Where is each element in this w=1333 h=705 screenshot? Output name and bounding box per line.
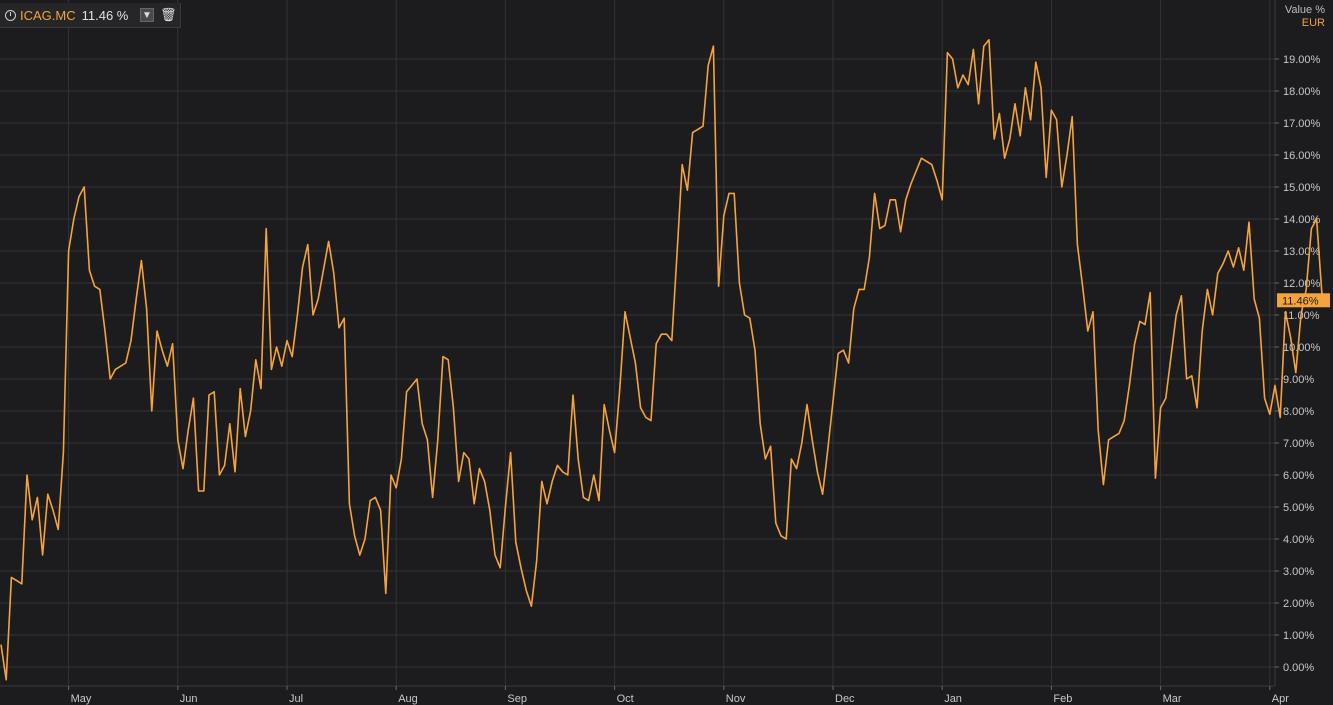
y-tick-label: 4.00% — [1283, 534, 1314, 546]
y-tick-label: 19.00% — [1283, 54, 1321, 66]
y-tick-label: 6.00% — [1283, 470, 1314, 482]
series-legend[interactable]: ICAG.MC 11.46 % ▼ 🗑 — [0, 3, 181, 28]
x-tick-label: Apr — [1272, 693, 1289, 705]
y-tick-label: 18.00% — [1283, 86, 1321, 98]
y-tick-label: 9.00% — [1283, 374, 1314, 386]
x-tick-label: Jul — [289, 693, 303, 705]
y-tick-label: 5.00% — [1283, 502, 1314, 514]
y-tick-label: 8.00% — [1283, 406, 1314, 418]
x-axis: May Jun Jul Aug Sep Oct Nov Dec Jan Feb Mar Apr — [68, 686, 1289, 705]
trash-icon[interactable]: 🗑 — [160, 7, 177, 22]
x-tick-label: Dec — [835, 693, 855, 705]
x-tick-label: Sep — [507, 693, 527, 705]
y-axis-title: Value % — [1284, 4, 1325, 16]
x-tick-label: May — [71, 693, 92, 705]
clock-icon — [5, 9, 16, 21]
y-tick-label: 13.00% — [1283, 246, 1321, 258]
x-tick-label: Oct — [617, 693, 634, 705]
y-tick-label: 2.00% — [1283, 598, 1314, 610]
y-tick-label: 10.00% — [1283, 342, 1321, 354]
x-tick-label: Jun — [180, 693, 198, 705]
y-tick-label: 7.00% — [1283, 438, 1314, 450]
last-value-label: 11.46% — [1277, 293, 1330, 308]
y-tick-label: 16.00% — [1283, 150, 1321, 162]
y-axis-currency: EUR — [1301, 17, 1325, 29]
chart-grid — [0, 0, 1276, 687]
chevron-down-icon[interactable]: ▼ — [140, 8, 154, 22]
y-tick-label: 12.00% — [1283, 278, 1321, 290]
y-tick-label: 1.00% — [1283, 630, 1314, 642]
y-axis: 0.00% 1.00% 2.00% 3.00% 4.00% 5.00% 6.00% 7.00%… — [1275, 54, 1321, 674]
last-value-text: 11.46% — [1282, 295, 1319, 307]
series-ric[interactable]: ICAG.MC — [20, 7, 76, 23]
y-tick-label: 3.00% — [1283, 566, 1314, 578]
y-tick-label: 14.00% — [1283, 214, 1321, 226]
x-tick-label: Feb — [1053, 693, 1072, 705]
x-tick-label: Aug — [398, 693, 418, 705]
y-tick-label: 15.00% — [1283, 182, 1321, 194]
x-tick-label: Jan — [944, 693, 962, 705]
y-tick-label: 0.00% — [1283, 662, 1314, 674]
series-current-value: 11.46 % — [81, 7, 129, 23]
series-line-icag[interactable] — [0, 39, 1328, 681]
last-value-badge — [1277, 293, 1330, 308]
x-tick-label: Nov — [726, 693, 746, 705]
x-tick-label: Mar — [1163, 693, 1182, 705]
y-tick-label: 17.00% — [1283, 118, 1321, 130]
